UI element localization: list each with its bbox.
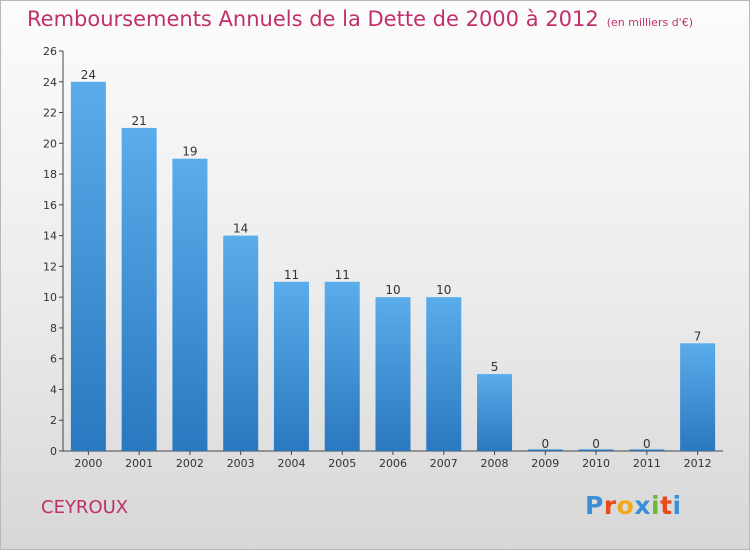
y-tick-label: 8: [50, 322, 57, 335]
y-tick-label: 12: [43, 260, 57, 273]
y-tick-label: 24: [43, 76, 57, 89]
value-label: 0: [592, 437, 600, 451]
proxiti-logo: Proxiti: [585, 491, 682, 520]
bar: [172, 158, 208, 451]
y-tick-label: 14: [43, 230, 57, 243]
y-tick-label: 0: [50, 445, 57, 458]
bar: [477, 374, 513, 451]
value-label: 19: [182, 145, 197, 159]
value-label: 11: [335, 268, 350, 282]
value-label: 14: [233, 222, 248, 236]
x-tick-label: 2010: [582, 457, 610, 470]
bar: [629, 449, 665, 451]
title-text: Remboursements Annuels de la Dette de 20…: [27, 7, 599, 31]
x-tick-label: 2004: [277, 457, 305, 470]
bar: [426, 297, 462, 451]
commune-name: CEYROUX: [41, 497, 129, 518]
bar: [70, 81, 106, 452]
y-tick-label: 26: [43, 45, 57, 58]
x-tick-label: 2009: [531, 457, 559, 470]
bar: [375, 297, 411, 451]
y-tick-label: 22: [43, 107, 57, 120]
bar: [324, 281, 360, 451]
value-label: 24: [81, 68, 96, 82]
x-tick-label: 2012: [684, 457, 712, 470]
labels: 24 21 19 14 11 11 10 10 5 0 0 0 7: [81, 68, 702, 451]
x-tick-label: 2006: [379, 457, 407, 470]
chart-title: Remboursements Annuels de la Dette de 20…: [27, 7, 693, 31]
chart-subtitle: (en milliers d'€): [606, 16, 693, 29]
bar: [121, 127, 157, 451]
bar: [273, 281, 309, 451]
y-tick-label: 2: [50, 414, 57, 427]
value-label: 0: [643, 437, 651, 451]
bars: [70, 81, 716, 452]
bar: [527, 449, 563, 451]
x-tick-label: 2002: [176, 457, 204, 470]
x-tick-label: 2001: [125, 457, 153, 470]
y-tick-label: 10: [43, 291, 57, 304]
bar: [223, 235, 259, 451]
logo-letter: o: [616, 491, 635, 520]
logo-letter: r: [603, 491, 617, 520]
y-tick-label: 18: [43, 168, 57, 181]
x-tick-label: 2008: [481, 457, 509, 470]
value-label: 11: [284, 268, 299, 282]
value-label: 21: [132, 114, 147, 128]
x-tick-label: 2007: [430, 457, 458, 470]
logo-letter: x: [634, 491, 651, 520]
value-label: 10: [385, 283, 400, 297]
y-tick-label: 20: [43, 137, 57, 150]
value-label: 10: [436, 283, 451, 297]
y-tick-label: 16: [43, 199, 57, 212]
y-tick-label: 6: [50, 353, 57, 366]
logo-letter: i: [651, 491, 661, 520]
bar: [680, 343, 716, 451]
x-tick-label: 2011: [633, 457, 661, 470]
logo-letter: i: [672, 491, 682, 520]
value-label: 0: [541, 437, 549, 451]
y-tick-label: 4: [50, 383, 57, 396]
value-label: 5: [491, 360, 499, 374]
value-label: 7: [694, 329, 702, 343]
x-tick-label: 2003: [227, 457, 255, 470]
bar: [578, 449, 614, 451]
logo-letter: P: [585, 491, 604, 520]
x-tick-label: 2000: [74, 457, 102, 470]
x-tick-label: 2005: [328, 457, 356, 470]
logo-letter: t: [660, 491, 673, 520]
